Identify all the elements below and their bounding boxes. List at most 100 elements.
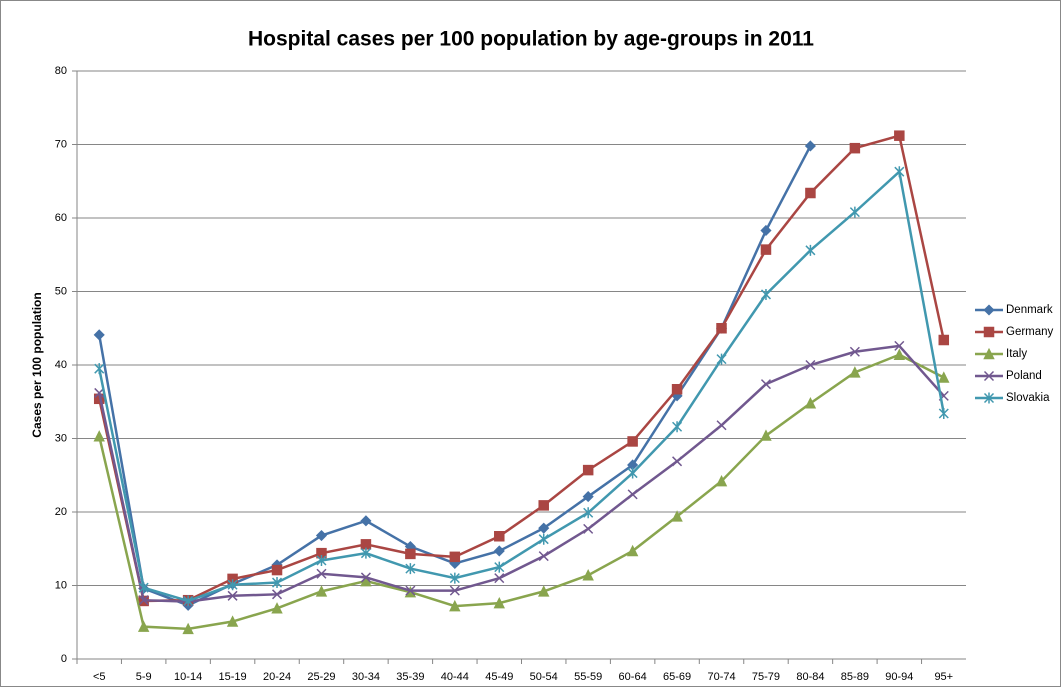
x-tick-label: 90-94 [885, 671, 913, 683]
x-tick-label: 65-69 [663, 671, 691, 683]
point [93, 329, 105, 341]
point [449, 572, 460, 584]
point [716, 323, 727, 334]
point [938, 334, 950, 346]
legend-label: Germany [1006, 326, 1054, 338]
point [94, 363, 105, 375]
y-tick-label: 80 [55, 65, 67, 77]
x-tick-label: 80-84 [796, 671, 824, 683]
point [227, 590, 238, 601]
point [583, 523, 594, 534]
legend-marker [983, 370, 995, 382]
point [849, 206, 860, 218]
point [582, 464, 594, 476]
point [849, 346, 860, 357]
point [449, 551, 461, 563]
point [627, 489, 638, 500]
x-tick-label: 30-34 [352, 671, 380, 683]
point [760, 244, 772, 255]
point [226, 615, 239, 627]
point [672, 421, 683, 433]
point [582, 491, 594, 503]
point [627, 436, 638, 447]
x-tick-label: 95+ [934, 671, 953, 683]
point [583, 507, 594, 519]
point [849, 142, 861, 154]
point [360, 515, 372, 527]
x-tick-label: <5 [93, 671, 106, 683]
legend-label: Poland [1006, 370, 1042, 382]
point [760, 379, 772, 390]
point [893, 348, 906, 360]
point [626, 544, 639, 557]
y-tick-label: 30 [55, 432, 67, 444]
point [360, 572, 371, 583]
point [182, 622, 194, 635]
point [538, 522, 550, 534]
point [805, 244, 816, 256]
x-tick-label: 25-29 [307, 671, 335, 683]
x-tick-label: 40-44 [441, 671, 469, 683]
y-tick-label: 20 [55, 506, 67, 518]
point [627, 467, 638, 479]
point [316, 568, 327, 579]
legend-marker [983, 326, 995, 338]
series-line [98, 134, 945, 603]
y-tick-label: 50 [55, 285, 67, 297]
point [804, 397, 817, 409]
point [760, 429, 772, 441]
point [405, 548, 416, 560]
point [760, 288, 772, 300]
point [538, 533, 549, 545]
point [938, 408, 949, 420]
point [493, 545, 505, 557]
legend-label: Denmark [1006, 304, 1053, 316]
x-tick-label: 85-89 [841, 671, 869, 683]
x-tick-label: 75-79 [752, 671, 780, 683]
point [671, 384, 683, 395]
point [360, 547, 371, 559]
point [138, 582, 149, 594]
point [582, 569, 594, 581]
y-tick-label: 0 [61, 653, 67, 665]
x-tick-label: 20-24 [263, 671, 291, 683]
point [449, 599, 461, 612]
x-tick-label: 10-14 [174, 671, 202, 683]
point [405, 563, 416, 575]
series-line [98, 353, 945, 631]
legend-label: Italy [1006, 348, 1027, 360]
point [716, 353, 727, 365]
x-tick-label: 50-54 [530, 671, 558, 683]
point [494, 531, 505, 542]
point [271, 577, 283, 589]
point [672, 456, 683, 467]
point [671, 510, 683, 522]
x-tick-label: 5-9 [136, 671, 152, 683]
point [538, 500, 549, 511]
point [271, 589, 283, 600]
point [271, 602, 283, 614]
x-tick-label: 60-64 [619, 671, 647, 683]
point [316, 555, 327, 567]
point [94, 387, 105, 398]
point [360, 539, 372, 550]
point [138, 595, 149, 606]
point [716, 420, 727, 431]
point [538, 585, 550, 597]
point [715, 474, 728, 487]
point [315, 529, 328, 542]
y-tick-label: 60 [55, 212, 67, 224]
point [538, 551, 549, 562]
point [183, 595, 194, 607]
point [494, 561, 505, 573]
y-tick-label: 70 [55, 138, 67, 150]
point [449, 585, 460, 596]
x-tick-label: 55-59 [574, 671, 602, 683]
point [938, 371, 950, 383]
chart-title: Hospital cases per 100 population by age… [248, 28, 814, 51]
legend-marker [983, 347, 995, 360]
point [760, 224, 772, 237]
y-tick-label: 10 [55, 579, 67, 591]
y-tick-label: 40 [55, 359, 67, 371]
